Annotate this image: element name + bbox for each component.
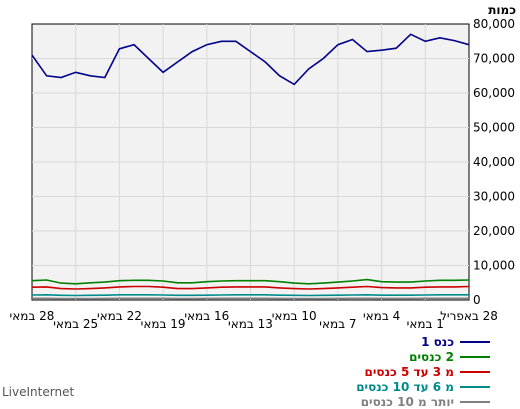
legend-swatch — [460, 356, 490, 358]
y-tick-label: 70,000 — [473, 52, 515, 66]
legend-label: יותר מ 10 כנסים — [361, 395, 454, 409]
y-axis: 0 10,000 20,000 30,000 40,000 50,000 60,000 70,… — [473, 17, 515, 307]
x-tick-label: 25 במאי — [53, 317, 98, 330]
legend-label: מ 6 עד 10 כנסים — [356, 380, 454, 394]
legend-item: מ 6 עד 10 כנסים — [190, 379, 490, 394]
legend-label: 2 כנסים — [409, 350, 454, 364]
legend-swatch — [460, 371, 490, 373]
legend-swatch — [460, 386, 490, 388]
legend-item: כנס 1 — [190, 334, 490, 349]
y-tick-label: 20,000 — [473, 224, 515, 238]
x-tick-label: 28 באפריל — [440, 309, 498, 323]
watermark: LiveInternet — [2, 385, 74, 399]
legend-item: יותר מ 10 כנסים — [190, 394, 490, 409]
line-chart: 0 10,000 20,000 30,000 40,000 50,000 60,000 70,… — [0, 0, 520, 330]
x-tick-label: 22 במאי — [97, 309, 142, 323]
legend-item: 2 כנסים — [190, 349, 490, 364]
x-tick-label: 7 במאי — [319, 317, 356, 330]
x-tick-label: 19 במאי — [141, 317, 186, 330]
y-tick-label: 30,000 — [473, 190, 515, 204]
y-tick-label: 60,000 — [473, 86, 515, 100]
series-line — [32, 295, 469, 296]
x-tick-label: 1 במאי — [407, 317, 444, 330]
x-tick-label: 4 במאי — [363, 309, 400, 323]
legend-item: מ 3 עד 5 כנסים — [190, 364, 490, 379]
legend-swatch — [460, 341, 490, 343]
y-tick-label: 40,000 — [473, 155, 515, 169]
x-tick-label: 10 במאי — [272, 309, 317, 323]
legend-label: מ 3 עד 5 כנסים — [365, 365, 454, 379]
y-tick-label: 50,000 — [473, 121, 515, 135]
legend-label: כנס 1 — [421, 335, 454, 349]
x-tick-label: 13 במאי — [228, 317, 273, 330]
x-tick-label: 16 במאי — [184, 309, 229, 323]
y-axis-unit-label: כמות — [488, 3, 516, 17]
x-axis: 28 באפריל 4 במאי 10 במאי 16 במאי 22 במאי 28 ב… — [10, 309, 498, 330]
legend-swatch — [460, 401, 490, 403]
y-tick-label: 80,000 — [473, 17, 515, 31]
y-tick-label: 10,000 — [473, 259, 515, 273]
y-tick-label: 0 — [473, 293, 481, 307]
x-tick-label: 28 במאי — [10, 309, 55, 323]
